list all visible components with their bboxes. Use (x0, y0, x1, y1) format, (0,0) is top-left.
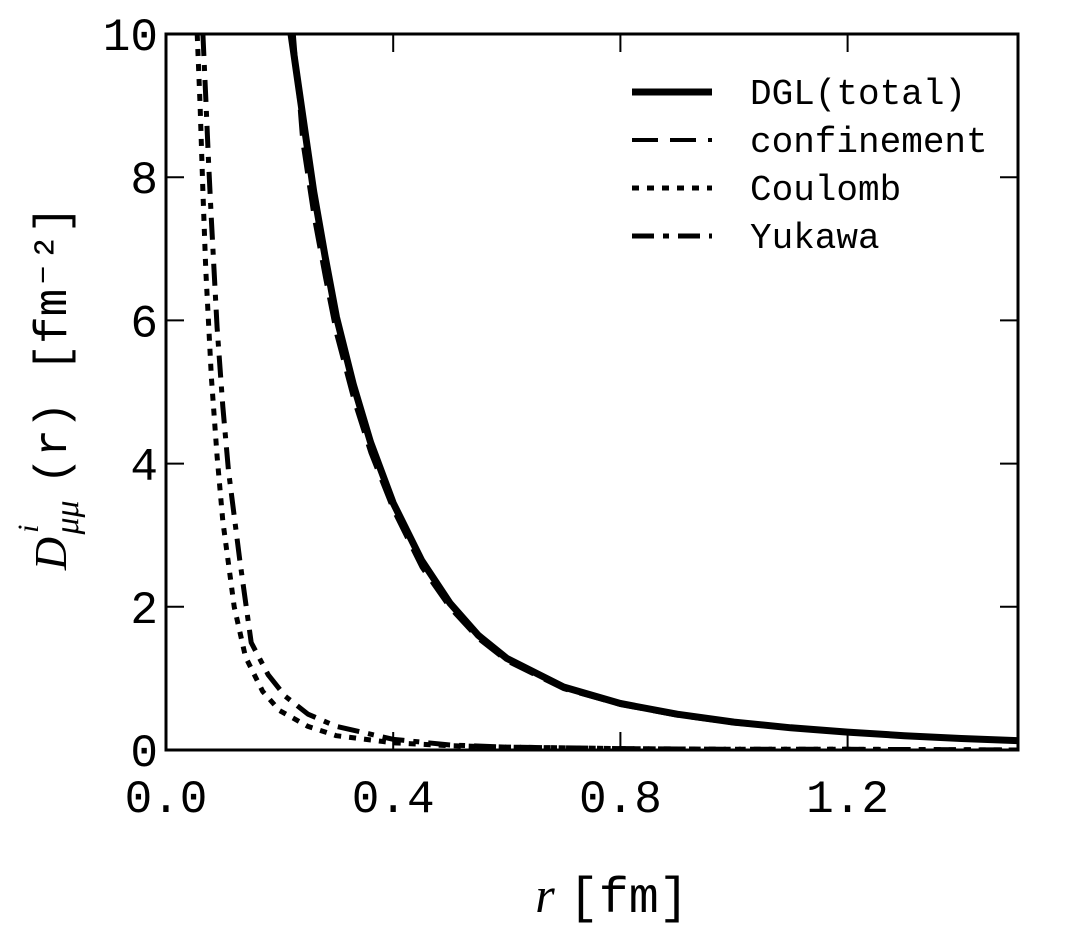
y-axis-label-main: D (25, 537, 76, 571)
ticks-layer: 0.0 0.4 0.8 1.2 0 2 4 6 8 10 (103, 12, 1018, 826)
y-tick-label: 6 (130, 298, 158, 350)
legend-label: DGL(total) (750, 74, 966, 115)
y-tick-label: 10 (103, 12, 158, 64)
y-tick-label: 4 (130, 442, 158, 494)
series-line-yukawa (200, 34, 1018, 750)
y-axis-label-unit: [fm⁻²] (28, 206, 80, 372)
x-tick-label: 0.8 (579, 774, 662, 826)
x-tick-label: 1.2 (806, 774, 889, 826)
y-axis-label-arg: (r) (28, 402, 80, 485)
series-line-confinement (291, 34, 1018, 744)
y-axis-label-subscript: μμ (49, 500, 86, 535)
plot-frame (164, 32, 1020, 752)
x-tick-label: 0.0 (125, 774, 208, 826)
x-axis-label: r [fm] (535, 867, 689, 928)
y-tick-label: 2 (130, 585, 158, 637)
legend-label: confinement (750, 122, 988, 163)
legend-label: Coulomb (750, 170, 901, 211)
series-line-coulomb (194, 34, 1018, 750)
y-axis-label: Di μμ (r) [fm⁻²] (12, 206, 86, 571)
y-axis-label-superscript: i (12, 525, 45, 533)
y-tick-label: 0 (130, 728, 158, 780)
y-tick-label: 8 (130, 155, 158, 207)
legend: DGL(total) confinement Coulomb Yukawa (632, 74, 988, 259)
x-tick-label: 0.4 (352, 774, 435, 826)
legend-label: Yukawa (750, 218, 880, 259)
series-layer (194, 34, 1018, 750)
